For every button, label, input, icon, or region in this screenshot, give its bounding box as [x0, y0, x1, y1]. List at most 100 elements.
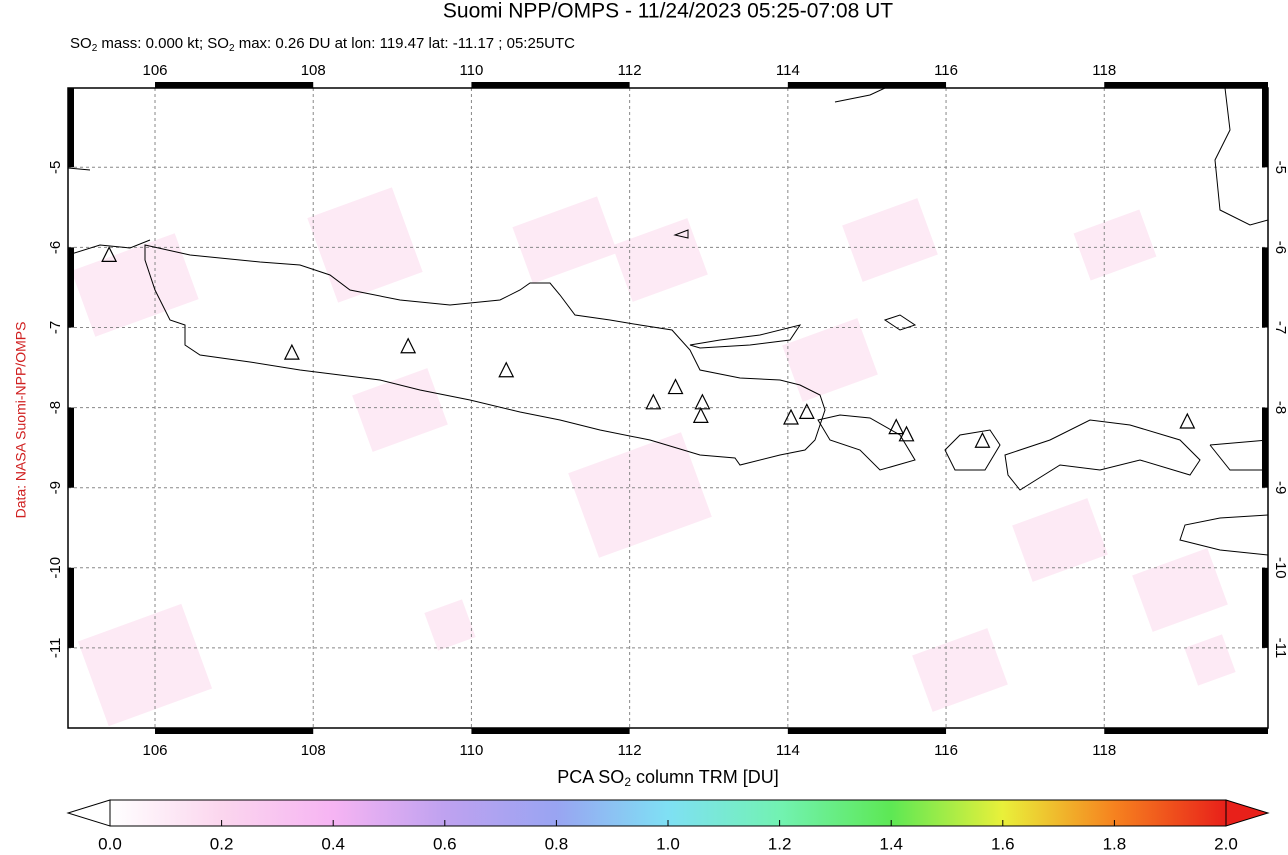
frame-band	[1262, 567, 1268, 648]
x-tick-label: 110	[459, 62, 483, 79]
volcanoes	[101, 246, 1196, 448]
volcano	[283, 343, 300, 360]
coast-madura	[689, 324, 802, 349]
colorbar-label-part: column TRM [DU]	[631, 767, 779, 787]
volcano	[692, 407, 709, 424]
frame-band	[471, 728, 630, 734]
coast-java	[144, 244, 826, 466]
colorbar-over	[1225, 799, 1270, 827]
frame-band	[68, 247, 74, 328]
y-tick-label: -9	[47, 481, 64, 494]
x-tick-label: 108	[301, 62, 326, 79]
y-tick-label: -7	[47, 321, 64, 334]
colorbar-tick-label: 0.8	[545, 834, 569, 853]
volcano	[400, 337, 417, 354]
y-tick-label: -6	[1272, 241, 1288, 254]
colorbar-tick-label: 1.2	[768, 834, 792, 853]
y-tick-label: -7	[1272, 321, 1288, 334]
colorbar-tick-label: 1.4	[879, 834, 903, 853]
colorbar-tick-label: 1.8	[1103, 834, 1127, 853]
coastlines	[68, 88, 1268, 556]
y-tick-label: -5	[1272, 161, 1288, 174]
y-tick-label: -9	[1272, 481, 1288, 494]
volcano	[1179, 412, 1196, 429]
map-area	[68, 88, 1268, 728]
coast-sumba	[1179, 514, 1268, 556]
x-tick-label: 118	[1092, 742, 1116, 759]
y-tick-label: -8	[47, 401, 64, 414]
volcano	[667, 378, 684, 395]
colorbar-tick-label: 0.2	[210, 834, 234, 853]
colorbar-under	[66, 799, 111, 827]
x-tick-label: 118	[1092, 62, 1116, 79]
x-tick-label: 108	[301, 742, 326, 759]
colorbar-tick-label: 1.6	[991, 834, 1015, 853]
y-tick-label: -11	[1272, 638, 1288, 659]
volcano	[101, 246, 118, 263]
y-tick-label: -10	[47, 557, 64, 579]
volcano	[888, 418, 905, 435]
title: Suomi NPP/OMPS - 11/24/2023 05:25-07:08 …	[443, 0, 893, 23]
frame-band	[68, 567, 74, 648]
frame-band	[68, 407, 74, 488]
coast-sulawesi	[1214, 88, 1268, 226]
colorbar-label-part: PCA SO	[557, 767, 624, 787]
x-tick-label: 116	[934, 742, 958, 759]
frame-band	[787, 728, 947, 734]
coast-sumbawa	[1004, 419, 1201, 491]
frame-bands	[68, 82, 1268, 734]
volcano	[898, 425, 915, 442]
coast-sumatra	[68, 167, 151, 256]
y-tick-label: -8	[1272, 401, 1288, 414]
grid	[68, 88, 1268, 728]
volcano	[498, 361, 515, 378]
axes: 106 106 108 108 110 110 112 112 114 114 116 116 118 1…	[47, 62, 1288, 759]
x-tick-label: 106	[142, 742, 167, 759]
so2-pixels	[71, 187, 1236, 727]
volcano	[974, 431, 991, 448]
x-tick-label: 110	[459, 742, 483, 759]
coast-bali	[817, 414, 916, 471]
frame-band	[471, 82, 630, 88]
subscript: 2	[624, 775, 631, 789]
x-tick-label: 116	[934, 62, 958, 79]
frame-band	[68, 88, 74, 168]
subtitle-part: max: 0.26 DU at lon: 119.47 lat: -11.17 …	[235, 35, 576, 52]
volcano	[783, 408, 799, 425]
frame-band	[1262, 88, 1268, 168]
y-tick-label: -11	[47, 638, 64, 659]
subtitle-part: mass: 0.000 kt; SO	[97, 35, 229, 52]
frame-band	[787, 82, 947, 88]
colorbar-tick-label: 0.0	[98, 834, 122, 853]
subtitle-part: SO	[70, 35, 92, 52]
subtitle: SO2 mass: 0.000 kt; SO2 max: 0.26 DU at …	[70, 35, 575, 54]
y-tick-label: -5	[47, 161, 64, 174]
x-tick-label: 114	[776, 742, 800, 759]
volcano	[694, 393, 711, 410]
x-tick-label: 106	[142, 62, 167, 79]
x-tick-label: 112	[618, 742, 642, 759]
y-tick-label: -10	[1272, 557, 1288, 579]
subscript: 2	[229, 43, 235, 54]
y-tick-label: -6	[47, 241, 64, 254]
frame-band	[1104, 728, 1268, 734]
side-label: Data: NASA Suomi-NPP/OMPS	[13, 322, 29, 519]
frame-band	[155, 82, 314, 88]
frame-band	[1262, 407, 1268, 488]
subscript: 2	[92, 43, 98, 54]
x-tick-label: 112	[618, 62, 642, 79]
coast-flores	[1209, 439, 1268, 471]
coast-borneo	[834, 88, 886, 103]
colorbar-ticks: 0.0 0.2 0.4 0.6 0.8 1.0 1.2 1.4 1.6 1.8 2.0	[98, 820, 1238, 853]
frame-band	[1104, 82, 1268, 88]
volcano	[798, 403, 815, 420]
frame-band	[1262, 247, 1268, 328]
frame-band	[155, 728, 314, 734]
colorbar-label: PCA SO2 column TRM [DU]	[557, 767, 778, 789]
colorbar-tick-label: 1.0	[656, 834, 680, 853]
coast-islet	[673, 229, 917, 331]
colorbar-tick-label: 0.4	[321, 834, 345, 853]
volcano	[645, 393, 662, 410]
